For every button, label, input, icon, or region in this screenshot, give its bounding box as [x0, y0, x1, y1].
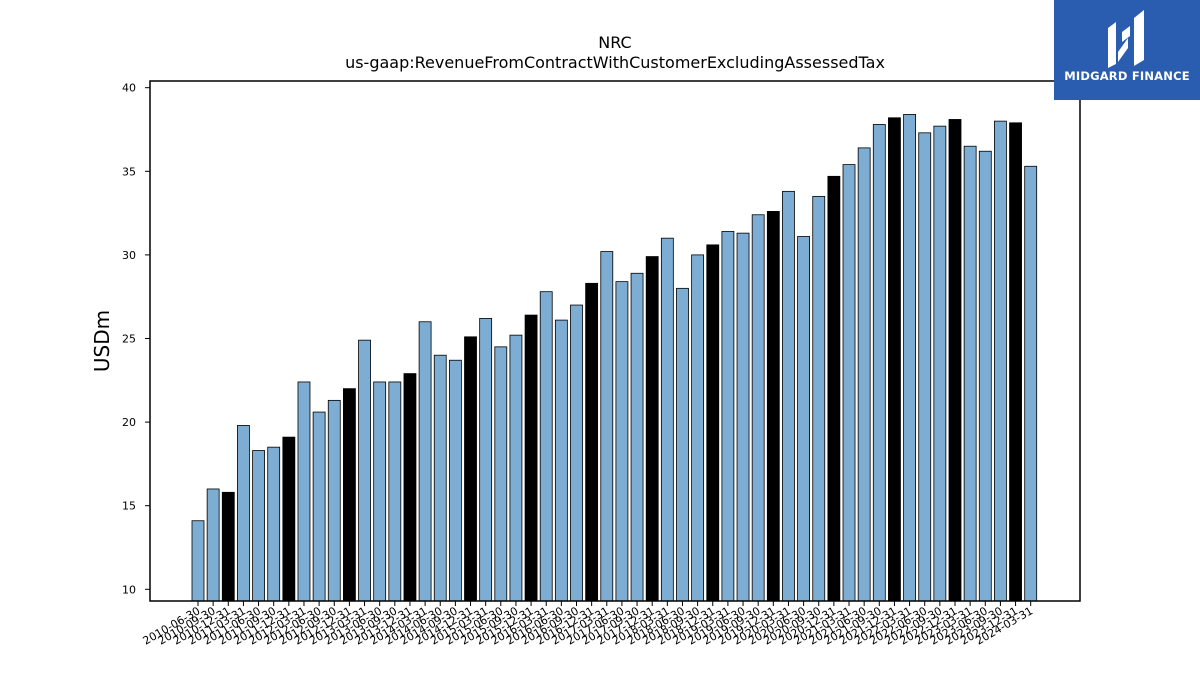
bar-2022-06-30	[918, 132, 932, 602]
bar-2018-09-30	[691, 254, 705, 602]
bar-2024-03-31	[1024, 165, 1038, 602]
bar-2021-09-30	[872, 124, 886, 602]
y-axis: 10 15 20 25 30 35 40	[122, 82, 150, 596]
bar-2012-03-31	[297, 381, 311, 602]
y-tick-label: 20	[122, 416, 136, 429]
bar-2017-03-31	[600, 251, 614, 602]
bar-2018-12-31	[706, 244, 720, 602]
y-tick-label: 30	[122, 249, 136, 262]
bar-2012-09-30	[327, 399, 341, 602]
bar-2016-12-31	[585, 282, 599, 602]
y-tick-label: 10	[122, 583, 136, 596]
y-tick-label: 25	[122, 332, 136, 345]
bar-2015-06-30	[494, 346, 508, 602]
bar-2015-09-30	[509, 334, 523, 602]
bar-2010-12-31	[221, 491, 235, 602]
bar-2016-09-30	[570, 304, 583, 602]
bar-2013-12-31	[403, 373, 417, 602]
bar-2011-03-31	[237, 425, 250, 602]
bar-2016-06-30	[554, 319, 568, 602]
midgard-logo-icon	[1108, 10, 1144, 68]
bar-2013-06-30	[373, 381, 387, 602]
bar-2016-03-31	[539, 291, 553, 602]
bar-2019-06-30	[736, 232, 750, 602]
chart-subtitle: us-gaap:RevenueFromContractWithCustomerE…	[345, 53, 885, 72]
bar-2023-09-30	[994, 120, 1007, 602]
bar-2014-12-31	[464, 336, 477, 602]
bar-2019-03-31	[721, 231, 735, 602]
brand-logo: MIDGARD FINANCE	[1054, 0, 1200, 100]
bar-2011-06-30	[252, 450, 265, 602]
bar-2022-12-31	[948, 119, 962, 602]
bar-2017-12-31	[645, 256, 659, 602]
bar-2011-09-30	[267, 446, 281, 602]
bar-2021-06-30	[857, 147, 871, 602]
bar-2019-09-30	[751, 214, 765, 602]
bar-2021-03-31	[842, 164, 856, 602]
bar-2014-09-30	[448, 359, 462, 602]
bar-2020-09-30	[812, 195, 826, 602]
bar-2013-09-30	[388, 381, 402, 602]
bar-2022-09-30	[933, 125, 947, 602]
bar-2015-03-31	[479, 318, 493, 602]
chart-title: NRC	[598, 33, 631, 52]
bar-2019-12-31	[766, 211, 780, 602]
bar-2015-12-31	[524, 314, 538, 602]
bar-2012-06-30	[312, 411, 326, 602]
bar-2017-06-30	[615, 281, 629, 602]
bar-2021-12-31	[888, 117, 901, 602]
bar-2017-09-30	[630, 272, 644, 602]
bar-2018-03-31	[660, 237, 674, 602]
bar-2011-12-31	[282, 436, 296, 602]
bar-2010-06-30	[191, 520, 205, 602]
bar-2023-12-31	[1009, 122, 1022, 602]
bar-series	[191, 114, 1038, 602]
bar-2010-09-30	[206, 488, 220, 602]
y-tick-label: 40	[122, 82, 136, 95]
bar-2020-03-31	[782, 190, 795, 602]
bar-2020-06-30	[797, 236, 810, 602]
bar-2018-06-30	[676, 287, 689, 602]
bar-2012-12-31	[342, 388, 356, 602]
plot-frame	[149, 80, 1081, 602]
bar-2023-06-30	[978, 150, 992, 602]
y-tick-label: 35	[122, 165, 136, 178]
bar-2023-03-31	[963, 145, 977, 602]
y-axis-label: USDm	[90, 310, 114, 372]
bar-2014-03-31	[418, 321, 432, 602]
logo-text: MIDGARD FINANCE	[1064, 69, 1190, 83]
bar-2020-12-31	[827, 175, 841, 602]
bar-2013-03-31	[358, 339, 371, 602]
bar-2014-06-30	[433, 354, 447, 602]
y-tick-label: 15	[122, 500, 136, 513]
bar-2022-03-31	[903, 114, 916, 602]
x-axis: 2010-06-302010-09-302010-12-312011-03-31…	[141, 601, 1035, 648]
